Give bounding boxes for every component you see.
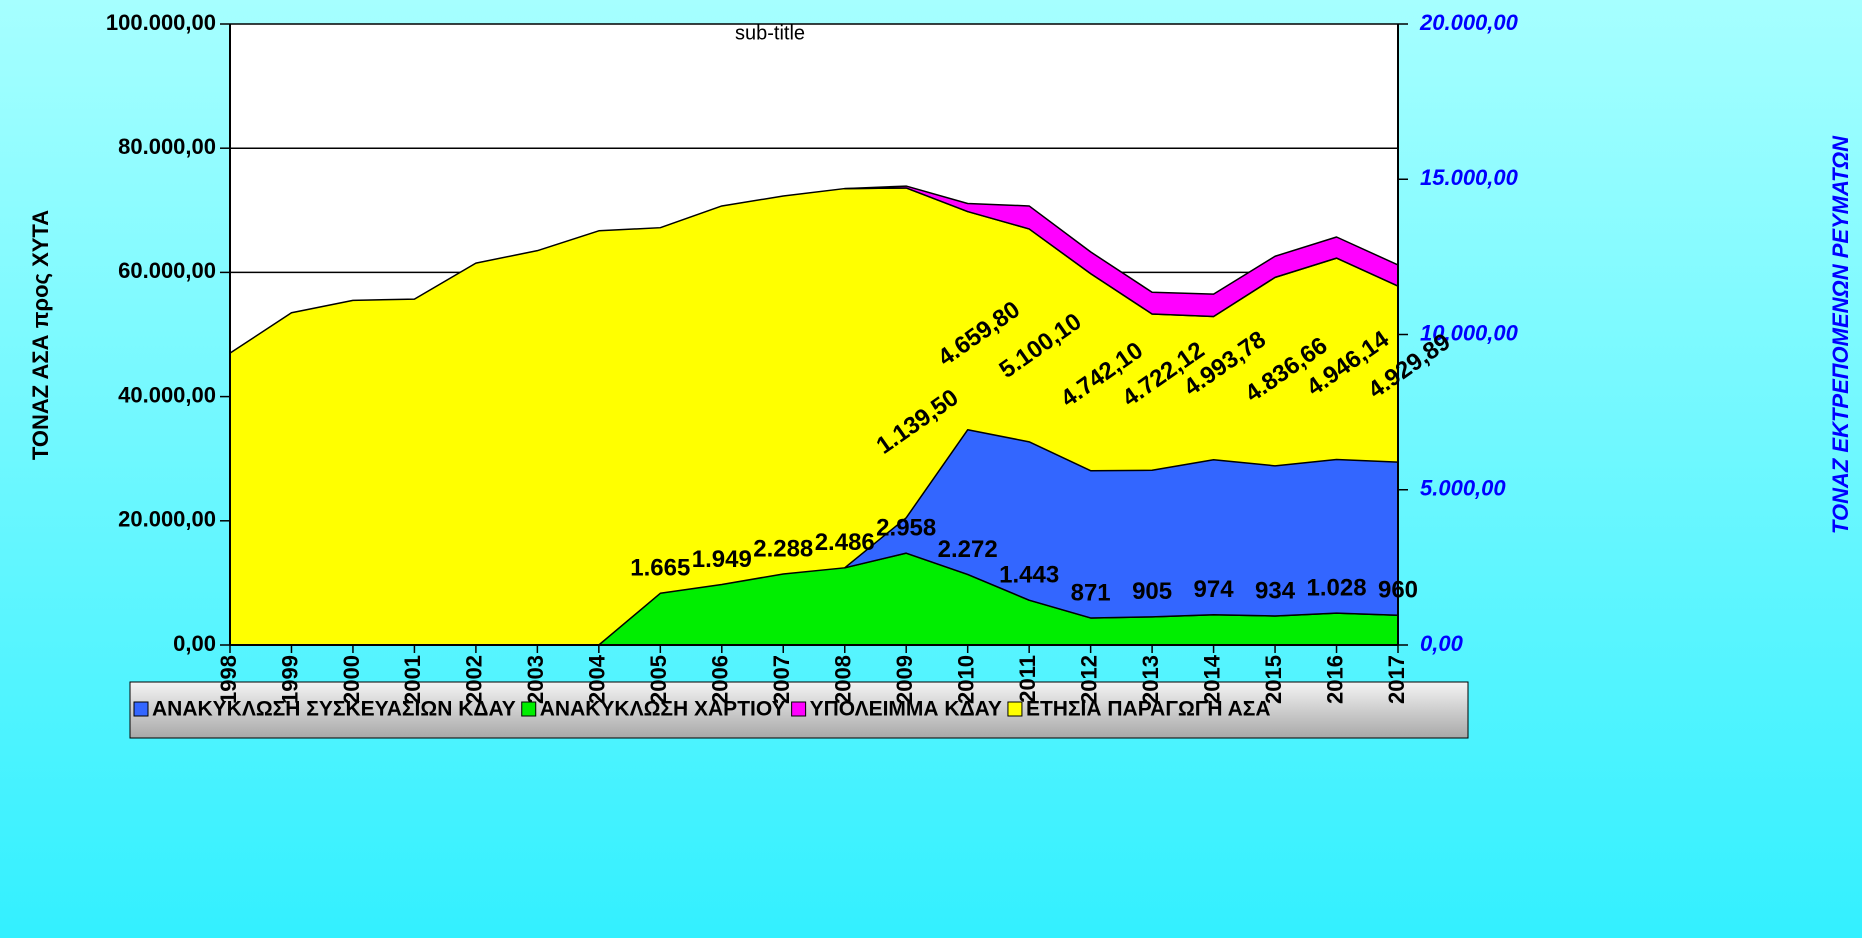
y2-tick-label: 10.000,00: [1420, 320, 1519, 345]
data-label: 1.949: [692, 546, 752, 573]
x-tick-label: 2011: [1015, 655, 1040, 703]
data-label: 934: [1255, 577, 1296, 604]
legend-swatch: [521, 701, 537, 717]
x-tick-label: 1999: [277, 655, 302, 704]
data-label: 905: [1132, 578, 1172, 605]
data-label: 960: [1378, 577, 1418, 604]
x-tick-label: 2017: [1384, 655, 1409, 704]
x-tick-label: 2016: [1322, 655, 1347, 704]
x-tick-label: 2014: [1199, 654, 1224, 704]
y-tick-label: 20.000,00: [118, 507, 216, 532]
legend-label: ΕΤΗΣΙΑ ΠΑΡΑΓΩΓΗ ΑΣΑ: [1026, 698, 1271, 721]
legend-swatch: [1007, 701, 1023, 717]
x-tick-label: 2006: [708, 655, 733, 704]
data-label: 2.288: [753, 535, 813, 562]
legend-label: ΑΝΑΚΥΚΛΩΣΗ ΣΥΣΚΕΥΑΣΙΩΝ ΚΔΑΥ: [152, 698, 516, 721]
subtitle: sub-title: [735, 22, 805, 44]
data-label: 1.665: [630, 555, 690, 582]
y2-tick-label: 0,00: [1420, 631, 1464, 656]
x-tick-label: 2008: [831, 655, 856, 704]
x-tick-label: 2004: [585, 654, 610, 704]
legend-box: [129, 681, 1469, 739]
y-tick-label: 40.000,00: [118, 382, 216, 407]
legend-swatch: [791, 701, 807, 717]
data-label: 2.272: [938, 536, 998, 563]
x-tick-label: 2003: [523, 655, 548, 704]
x-tick-label: 2009: [892, 655, 917, 704]
y-axis-label: ΤΟΝΑΖ ΑΣΑ προς ΧΥΤΑ: [28, 210, 53, 460]
legend-label: ΥΠΟΛΕΙΜΜΑ ΚΔΑΥ: [810, 698, 1002, 721]
x-tick-label: 2007: [769, 655, 794, 704]
data-label: 974: [1194, 576, 1235, 603]
y-tick-label: 80.000,00: [118, 134, 216, 159]
y2-tick-label: 20.000,00: [1419, 10, 1519, 35]
y2-tick-label: 5.000,00: [1420, 476, 1506, 501]
y-tick-label: 0,00: [173, 631, 216, 656]
y2-tick-label: 15.000,00: [1420, 165, 1519, 190]
data-label: 2.486: [815, 529, 875, 556]
x-tick-label: 2015: [1261, 655, 1286, 704]
x-tick-label: 2002: [462, 655, 487, 704]
data-label: 871: [1071, 579, 1111, 606]
x-tick-label: 2013: [1138, 655, 1163, 704]
y-tick-label: 60.000,00: [118, 258, 216, 283]
data-label: 1.028: [1306, 574, 1366, 601]
data-label: 1.443: [999, 562, 1059, 589]
y-tick-label: 100.000,00: [106, 10, 216, 35]
data-label: 2.958: [876, 514, 936, 541]
x-tick-label: 2000: [339, 655, 364, 704]
x-tick-label: 2005: [646, 655, 671, 704]
legend-swatch: [133, 701, 149, 717]
y2-axis-label: ΤΟΝΑΖ ΕΚΤΡΕΠΟΜΕΝΩΝ ΡΕΥΜΑΤΩΝ: [1828, 135, 1853, 534]
x-tick-label: 1998: [216, 655, 241, 704]
x-tick-label: 2010: [953, 655, 978, 704]
x-tick-label: 2001: [400, 655, 425, 704]
x-tick-label: 2012: [1076, 655, 1101, 704]
legend-label: ΑΝΑΚΥΚΛΩΣΗ ΧΑΡΤΙΟΥ: [540, 698, 786, 721]
